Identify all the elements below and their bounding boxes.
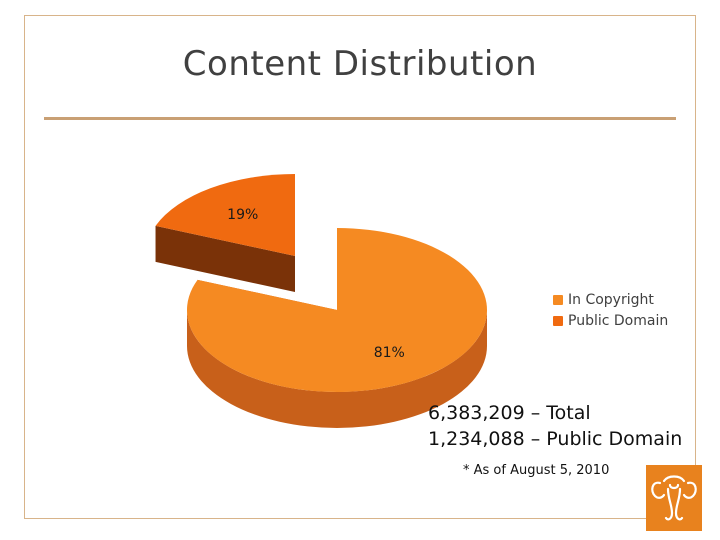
legend-label-public-domain: Public Domain — [568, 312, 669, 329]
chart-legend: In Copyright Public Domain — [553, 289, 668, 331]
slide-frame — [24, 15, 696, 519]
slice-label-public-domain: 19% — [227, 207, 258, 223]
legend-label-in-copyright: In Copyright — [568, 291, 654, 308]
slice-label-in-copyright: 81% — [374, 345, 405, 361]
legend-item-public-domain: Public Domain — [553, 310, 668, 331]
legend-swatch-in-copyright — [553, 294, 563, 305]
legend-swatch-public-domain — [553, 315, 563, 326]
stat-public-domain: 1,234,088 – Public Domain — [428, 428, 683, 450]
stats-block: 6,383,209 – Total 1,234,088 – Public Dom… — [428, 400, 682, 452]
legend-item-in-copyright: In Copyright — [553, 289, 668, 310]
stat-total: 6,383,209 – Total — [428, 402, 591, 424]
pie-slice-in-copyright — [186, 228, 488, 428]
title-divider — [44, 117, 676, 120]
elephant-logo-icon — [646, 465, 702, 531]
pie-slice-public-domain — [155, 174, 295, 292]
as-of-note: * As of August 5, 2010 — [463, 463, 610, 478]
slide-title: Content Distribution — [182, 44, 538, 84]
